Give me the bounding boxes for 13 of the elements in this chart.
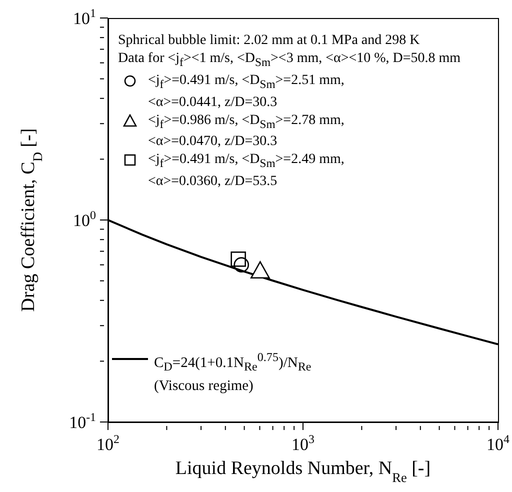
x-tick-label: 10$^{3}$: [292, 432, 315, 454]
x-tick-label: 10$^{4}$: [486, 432, 510, 454]
annotation: Sphrical bubble limit: 2.02 mm at 0.1 MPa and 298 K: [118, 32, 421, 50]
y-tick-label: 10$^{-1}$: [69, 410, 96, 432]
annotation: Data for <j$_{f}$><1 m/s, <D$_{Sm}$><3 mm, <α><10 %, D=50.8 mm: [118, 50, 462, 71]
x-axis-title: Liquid Reynolds Number, N$_{Re}$ [-]: [175, 458, 431, 484]
legend-label: <j$_{f}$>=0.491 m/s, <D$_{Sm}$>=2.49 mm, <α>=0.0360, z/D=53.5: [148, 151, 346, 192]
text: C$_{D}$=24(1+0.1N$_{Re}$$^{0.75}$)/N$_{Re}$ (Viscous regime): [154, 350, 312, 394]
x-tick-label: 10$^{2}$: [96, 432, 120, 454]
y-tick-label: 10$^{1}$: [73, 6, 96, 28]
legend-label: <j$_{f}$>=0.986 m/s, <D$_{Sm}$>=2.78 mm, <α>=0.0470, z/D=30.3: [148, 112, 346, 152]
legend-label: <j$_{f}$>=0.491 m/s, <D$_{Sm}$>=2.51 mm, <α>=0.0441, z/D=30.3: [148, 72, 346, 112]
y-tick-label: 10$^{0}$: [73, 208, 96, 230]
